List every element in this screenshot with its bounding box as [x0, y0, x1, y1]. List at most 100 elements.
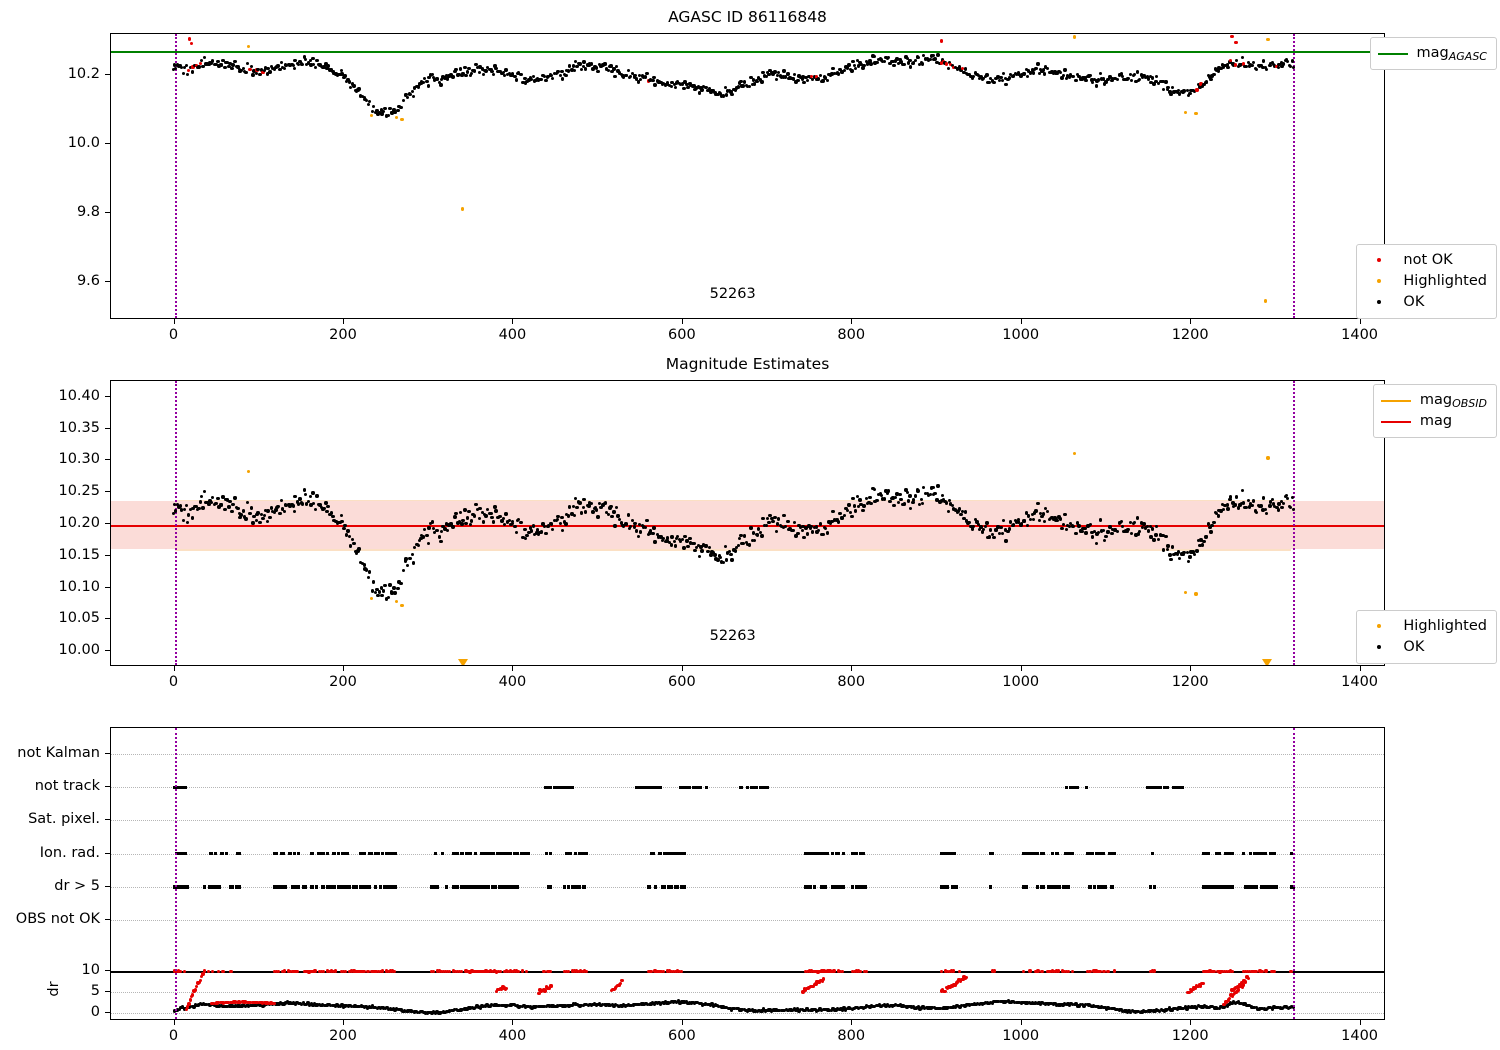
data-point	[517, 71, 521, 75]
flag-marker-ion-rad	[464, 852, 469, 856]
x-tick-mark	[342, 666, 344, 671]
flag-marker-ion-rad	[489, 852, 493, 856]
data-point	[460, 522, 464, 526]
data-point	[1277, 502, 1281, 506]
flag-marker-ion-rad	[1230, 852, 1235, 856]
flag-marker-dr5	[806, 885, 810, 889]
data-point	[899, 497, 903, 502]
dr-point	[1082, 1004, 1086, 1008]
data-point	[786, 72, 790, 76]
data-point	[851, 496, 855, 501]
dr-tick-label: 0	[90, 1004, 100, 1021]
legend-mag-lines[interactable]: magOBSID mag	[1372, 384, 1497, 439]
flag-marker-dr5	[327, 885, 332, 889]
data-point	[369, 113, 373, 118]
flag-marker-dr5	[939, 885, 943, 889]
data-point	[1194, 111, 1198, 115]
data-point	[432, 530, 437, 535]
data-point	[976, 74, 981, 78]
flag-marker-ion-rad	[504, 852, 508, 856]
data-point	[1072, 451, 1077, 456]
data-point	[804, 526, 808, 530]
dr-point-flagged	[276, 969, 281, 973]
flag-marker-dr5	[1266, 885, 1270, 889]
data-point	[500, 72, 504, 76]
flag-marker-dr5	[497, 885, 502, 889]
dr-point-flagged	[1208, 969, 1212, 973]
legend-dot	[1377, 258, 1382, 262]
data-point	[1253, 509, 1257, 513]
data-point	[1252, 499, 1256, 503]
data-point	[727, 549, 732, 554]
data-point	[509, 73, 513, 78]
dr-point-flagged	[677, 970, 682, 974]
data-point	[481, 72, 486, 77]
flag-marker-dr5	[177, 885, 181, 889]
data-point	[948, 61, 952, 65]
data-point	[1226, 507, 1230, 511]
legend-dot-swatch	[1364, 292, 1394, 313]
data-point	[251, 73, 255, 77]
data-point	[1285, 59, 1290, 64]
data-point	[1192, 552, 1196, 556]
data-point	[494, 509, 498, 513]
data-point	[536, 532, 541, 536]
data-point	[609, 504, 613, 509]
flag-marker-dr5	[175, 885, 179, 889]
data-point	[1277, 62, 1281, 67]
data-point	[594, 66, 599, 70]
data-point	[841, 516, 845, 520]
data-point	[1063, 512, 1067, 516]
flag-marker-dr5	[667, 885, 671, 889]
data-point	[447, 74, 451, 78]
data-point	[461, 519, 465, 523]
flag-marker-ion-rad	[486, 852, 491, 856]
flag-marker-not-track	[1069, 785, 1073, 789]
flag-marker-not-track	[1165, 785, 1169, 789]
data-point	[1008, 72, 1012, 77]
data-point	[430, 72, 435, 76]
data-point	[1202, 82, 1206, 87]
data-point	[231, 502, 235, 507]
data-point	[485, 507, 490, 511]
data-point	[432, 78, 437, 82]
data-point	[836, 520, 841, 524]
data-point	[975, 520, 979, 524]
flag-marker-not-track	[555, 785, 559, 789]
data-point	[1276, 508, 1281, 512]
legend-point-status-2[interactable]: Highlighted OK	[1356, 610, 1497, 665]
dr-point-flagged	[1098, 969, 1102, 974]
dr-point-flagged	[321, 969, 325, 974]
data-point	[1062, 523, 1066, 527]
data-point	[453, 69, 457, 74]
flag-marker-ion-rad	[678, 852, 682, 856]
data-point	[1090, 80, 1095, 85]
legend-mag-agasc[interactable]: magAGASC	[1369, 37, 1497, 71]
data-point	[558, 522, 562, 526]
data-point	[972, 74, 976, 79]
dr-point-flagged	[329, 969, 334, 973]
data-point	[616, 514, 620, 518]
data-point	[388, 583, 392, 587]
flag-marker-dr5	[493, 885, 497, 889]
y-tick-mark	[105, 991, 110, 993]
data-point	[246, 45, 251, 49]
legend-point-status-1[interactable]: not OK Highlighted OK	[1356, 244, 1497, 320]
data-point	[700, 549, 704, 553]
dr-point-flagged	[945, 986, 950, 991]
data-point	[1014, 520, 1018, 524]
data-point	[990, 79, 994, 83]
data-point	[380, 593, 384, 597]
data-point	[666, 536, 670, 540]
dr-point-flagged	[466, 970, 470, 974]
flag-marker-ion-rad	[1064, 852, 1068, 856]
flag-marker-ion-rad	[826, 852, 830, 856]
data-point	[667, 83, 672, 88]
dr-point-flagged	[429, 969, 433, 974]
data-point	[597, 502, 602, 506]
data-point	[1239, 501, 1244, 506]
data-point	[533, 532, 537, 537]
data-point	[1004, 539, 1008, 543]
flag-marker-dr5	[181, 885, 185, 889]
data-point	[244, 517, 248, 521]
